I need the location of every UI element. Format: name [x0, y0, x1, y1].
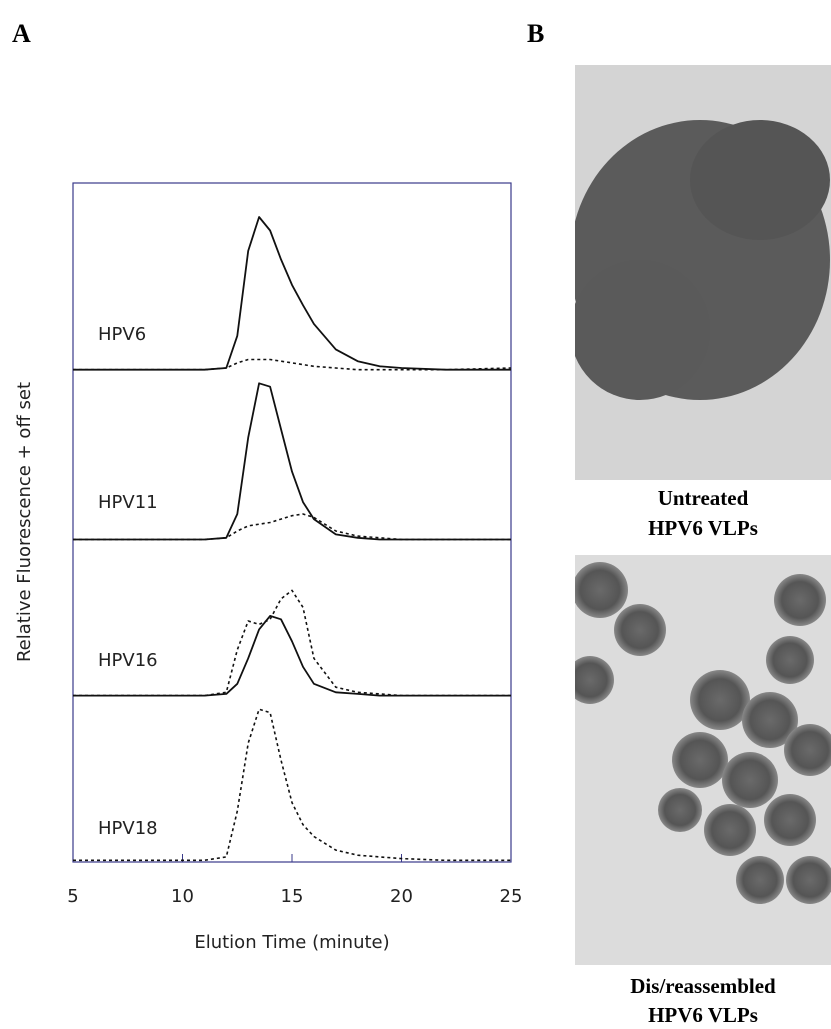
trace	[73, 615, 511, 697]
curve-label: HPV11	[98, 492, 158, 513]
x-tick-label: 10	[171, 886, 194, 907]
caption: HPV6 VLPs	[648, 516, 758, 540]
micrograph	[575, 65, 831, 480]
x-tick-label: 20	[390, 886, 413, 907]
caption: HPV6 VLPs	[648, 1003, 758, 1027]
panel-label: A	[12, 19, 31, 48]
trace	[73, 358, 512, 371]
x-tick-label: 5	[67, 886, 78, 907]
curve-label: HPV16	[98, 650, 158, 671]
trace	[73, 513, 511, 541]
caption: Dis/reassembled	[630, 974, 776, 998]
trace	[73, 708, 511, 862]
x-axis-label: Elution Time (minute)	[194, 932, 389, 953]
panel-label: B	[527, 19, 544, 48]
y-axis-label: Relative Fluorescence + off set	[14, 382, 35, 662]
x-tick-label: 25	[500, 886, 523, 907]
trace	[73, 382, 511, 541]
curve-label: HPV18	[98, 818, 158, 839]
trace	[73, 589, 511, 697]
micrograph	[575, 555, 831, 965]
x-tick-label: 15	[281, 886, 304, 907]
curve-label: HPV6	[98, 324, 146, 345]
caption: Untreated	[658, 486, 749, 510]
trace	[73, 216, 511, 371]
